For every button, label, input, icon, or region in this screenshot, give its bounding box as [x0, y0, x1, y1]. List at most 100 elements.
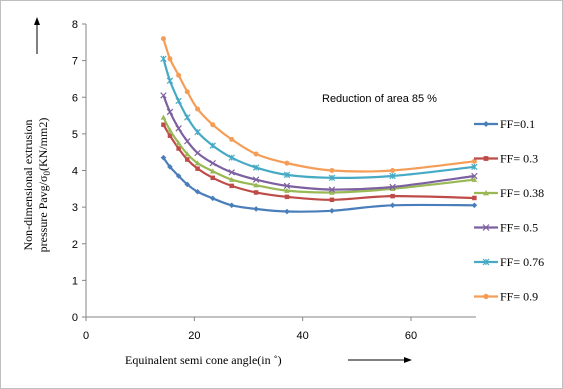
axes: 0 1 2 3 4 5 6 7 8 0 20 40 60	[72, 19, 476, 342]
legend-label: FF= 0.38	[500, 186, 544, 200]
legend-label: FF= 0.76	[500, 255, 544, 269]
data-point	[184, 151, 191, 157]
y-label-tail: (KN/mm2)	[36, 118, 50, 171]
y-label-main: pressure Pavg/σ	[36, 175, 50, 252]
data-point	[483, 121, 489, 127]
y-tick-label: 5	[72, 129, 78, 141]
y-tick-label: 1	[72, 275, 78, 287]
data-point	[167, 127, 173, 133]
y-tick-label: 7	[72, 56, 78, 68]
legend-item: FF= 0.76	[474, 255, 544, 269]
x-tick-label: 40	[297, 330, 309, 342]
legend-label: FF= 0.9	[500, 290, 538, 304]
data-point	[160, 55, 167, 63]
series-2	[160, 114, 478, 195]
legend-label: FF= 0.3	[500, 152, 538, 166]
y-tick-label: 0	[72, 312, 78, 324]
data-point	[253, 182, 259, 188]
data-point	[329, 197, 335, 203]
y-label-line1: Non-dimensional extrusion	[21, 120, 35, 251]
legend-label: FF=0.1	[500, 117, 535, 131]
series-line	[162, 38, 475, 173]
data-point	[160, 36, 166, 42]
x-axis-label: Equinalent semi cone angle(in ˚)	[125, 353, 282, 367]
data-point	[283, 182, 291, 190]
data-point	[228, 169, 235, 176]
data-point	[228, 154, 235, 161]
data-point	[253, 206, 259, 212]
data-point	[160, 114, 167, 120]
series-line	[162, 58, 475, 179]
annotation-text: Reduction of area 85 %	[322, 93, 437, 105]
data-point	[209, 159, 216, 167]
data-point	[252, 164, 260, 171]
data-point	[228, 202, 235, 209]
data-point	[194, 128, 201, 136]
data-point	[328, 186, 336, 193]
data-point	[482, 258, 490, 266]
data-point	[167, 133, 173, 138]
series-3	[160, 92, 478, 193]
data-point	[284, 208, 290, 215]
data-point	[252, 176, 260, 183]
data-point	[471, 163, 478, 171]
series-layer	[160, 36, 478, 215]
data-point	[195, 166, 200, 171]
data-point	[471, 158, 477, 164]
data-point	[284, 187, 290, 193]
data-point	[253, 151, 259, 157]
legend-item: FF= 0.3	[474, 152, 538, 166]
data-point	[283, 171, 291, 179]
legend-item: FF= 0.9	[474, 290, 538, 304]
data-point	[175, 125, 182, 132]
legend-item: FF=0.1	[474, 117, 535, 131]
legend-item: FF= 0.5	[474, 221, 538, 235]
data-point	[228, 176, 235, 182]
data-point	[166, 108, 174, 116]
data-point	[471, 176, 478, 182]
data-point	[176, 72, 182, 78]
data-point	[229, 136, 235, 142]
y-label-sub: 0	[42, 171, 52, 176]
data-point	[175, 97, 182, 105]
data-point	[390, 193, 395, 199]
series-1	[161, 122, 477, 203]
data-point	[160, 92, 167, 99]
data-point	[389, 202, 396, 209]
legend: FF=0.1 FF= 0.3 FF= 0.38 FF= 0.5 FF= 0.76 FF= …	[474, 117, 544, 304]
data-point	[175, 173, 182, 179]
data-point	[210, 175, 215, 181]
data-point	[194, 188, 201, 195]
data-point	[176, 146, 181, 151]
data-point	[328, 174, 336, 182]
data-point	[185, 157, 190, 162]
data-point	[166, 77, 174, 84]
y-tick-label: 6	[72, 92, 78, 104]
x-axis-arrow	[348, 357, 412, 363]
data-point	[329, 167, 335, 174]
legend-item: FF= 0.38	[474, 186, 544, 200]
x-tick-label: 20	[188, 330, 200, 342]
data-point	[389, 186, 396, 192]
data-point	[389, 172, 396, 180]
data-point	[329, 207, 335, 214]
legend-label: FF= 0.5	[500, 221, 538, 235]
data-point	[390, 167, 396, 174]
y-axis-label: Non-dimensional extrusion pressure Pavg/…	[21, 118, 52, 253]
data-point	[209, 168, 216, 174]
data-point	[209, 142, 216, 149]
data-point	[209, 195, 216, 202]
data-point	[184, 114, 191, 121]
data-point	[284, 194, 290, 200]
data-point	[471, 172, 478, 180]
data-point	[284, 160, 290, 166]
data-point	[329, 189, 335, 195]
data-point	[210, 122, 216, 128]
data-point	[482, 224, 490, 231]
series-line	[162, 116, 475, 194]
data-point	[184, 181, 191, 188]
data-point	[483, 190, 489, 196]
data-point	[167, 164, 173, 170]
data-point	[194, 160, 201, 166]
